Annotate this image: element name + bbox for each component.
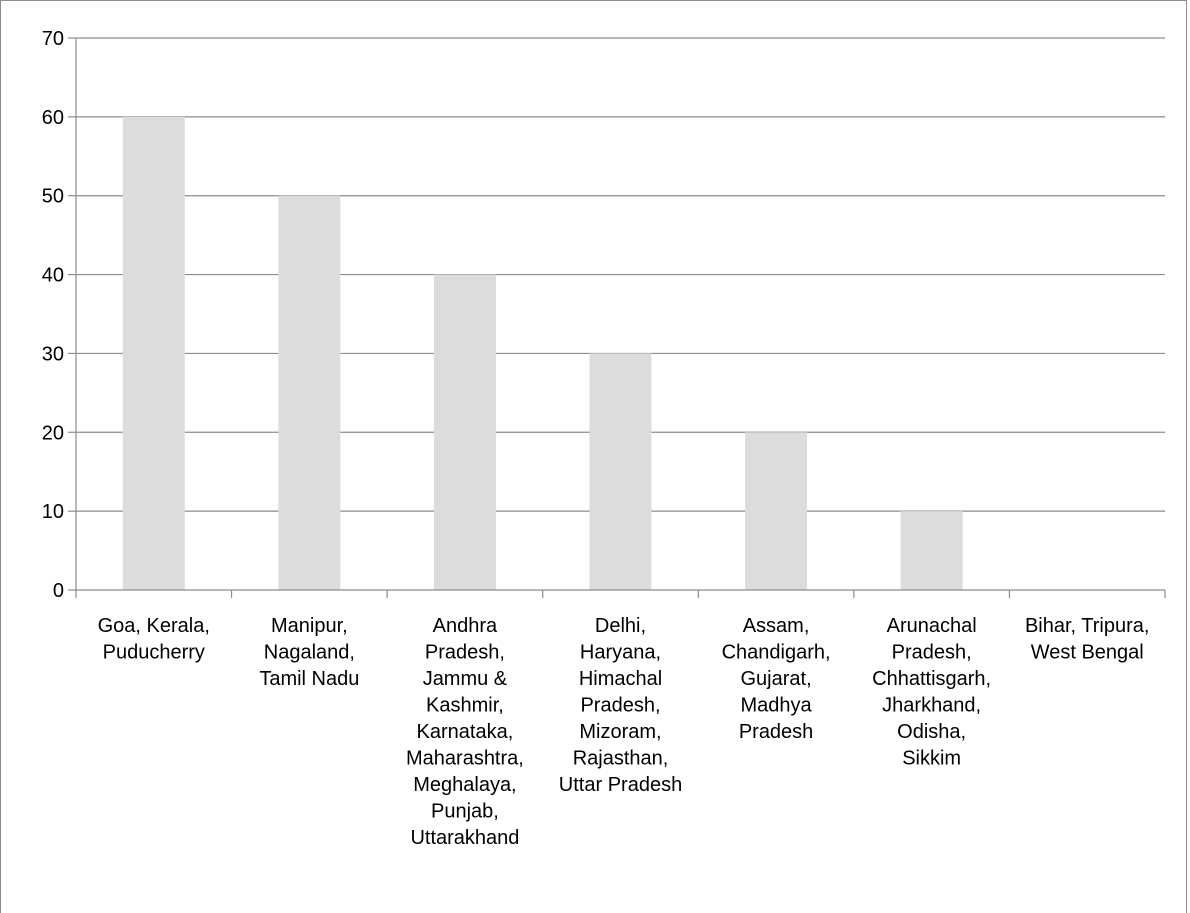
x-category-label-line: Uttarakhand bbox=[410, 827, 519, 849]
x-category-label-line: Pradesh bbox=[739, 721, 814, 743]
x-category-label-line: Chhattisgarh, bbox=[872, 668, 991, 690]
x-category-label-line: Delhi, bbox=[595, 615, 646, 637]
y-tick-label: 40 bbox=[42, 265, 64, 287]
x-category-label: Manipur, Nagaland, Tamil Nadu bbox=[259, 615, 359, 690]
x-category-label-line: Goa, Kerala, bbox=[98, 615, 210, 637]
bar bbox=[122, 116, 185, 590]
x-category-label-line: Sikkim bbox=[902, 748, 961, 770]
bar bbox=[589, 353, 652, 590]
x-category-label: Andhra Pradesh, Jammu & Kashmir, Karnataka, M… bbox=[406, 615, 524, 849]
x-category-label-line: Madhya bbox=[740, 695, 812, 717]
x-category-label-line: Pradesh, bbox=[425, 642, 505, 664]
x-category-label-line: Puducherry bbox=[103, 642, 205, 664]
bars bbox=[122, 116, 963, 590]
x-category-label-line: Assam, bbox=[743, 615, 810, 637]
x-category-label: Assam, Chandigarh, Gujarat, Madhya Pradesh bbox=[722, 615, 831, 743]
x-category-label-line: Bihar, Tripura, bbox=[1025, 615, 1150, 637]
x-category-label-line: Mizoram, bbox=[579, 721, 661, 743]
y-tick-label: 70 bbox=[42, 28, 64, 50]
y-tick-label: 50 bbox=[42, 186, 64, 208]
x-category-label-line: Andhra bbox=[433, 615, 498, 637]
x-category-label-line: Karnataka, bbox=[417, 721, 514, 743]
bar bbox=[745, 432, 808, 590]
x-category-label-line: Gujarat, bbox=[740, 668, 811, 690]
x-category-label-line: Manipur, bbox=[271, 615, 348, 637]
x-category-label-line: Tamil Nadu bbox=[259, 668, 359, 690]
y-tick-label: 0 bbox=[53, 580, 64, 602]
y-tick-label: 30 bbox=[42, 343, 64, 365]
x-category-label: Arunachal Pradesh, Chhattisgarh, Jharkhand,… bbox=[872, 615, 991, 770]
x-category-label-line: Pradesh, bbox=[892, 642, 972, 664]
x-category-label-line: Jammu & bbox=[423, 668, 508, 690]
x-category-label-line: Arunachal bbox=[887, 615, 977, 637]
x-category-label: Goa, Kerala, Puducherry bbox=[98, 615, 210, 664]
x-category-label-line: Pradesh, bbox=[580, 695, 660, 717]
x-category-label-line: Kashmir, bbox=[426, 695, 504, 717]
x-category-label-line: Nagaland, bbox=[264, 642, 355, 664]
x-category-label-line: Haryana, bbox=[580, 642, 661, 664]
bar bbox=[278, 195, 341, 590]
y-tick-label: 10 bbox=[42, 501, 64, 523]
x-category-label-line: Uttar Pradesh bbox=[559, 774, 682, 796]
x-category-label-line: Himachal bbox=[579, 668, 662, 690]
x-category-label-line: Odisha, bbox=[897, 721, 966, 743]
axes bbox=[68, 37, 1166, 598]
y-tick-label: 20 bbox=[42, 422, 64, 444]
x-category-label: Bihar, Tripura, West Bengal bbox=[1025, 615, 1150, 664]
x-category-label-line: Maharashtra, bbox=[406, 748, 524, 770]
x-category-label-line: Chandigarh, bbox=[722, 642, 831, 664]
x-category-label-line: Jharkhand, bbox=[882, 695, 981, 717]
y-tick-labels: 0 10 20 30 40 50 60 70 bbox=[42, 28, 64, 602]
x-category-label: Delhi, Haryana, Himachal Pradesh, Mizoram, Ra… bbox=[559, 615, 682, 796]
x-category-label-line: Punjab, bbox=[431, 801, 499, 823]
x-category-label-line: West Bengal bbox=[1031, 642, 1144, 664]
bar bbox=[433, 274, 496, 590]
x-category-label-line: Rajasthan, bbox=[573, 748, 669, 770]
y-tick-label: 60 bbox=[42, 107, 64, 129]
x-category-labels: Goa, Kerala, Puducherry Manipur, Nagaland, T… bbox=[98, 615, 1150, 849]
x-category-label-line: Meghalaya, bbox=[413, 774, 516, 796]
bar bbox=[900, 511, 963, 590]
